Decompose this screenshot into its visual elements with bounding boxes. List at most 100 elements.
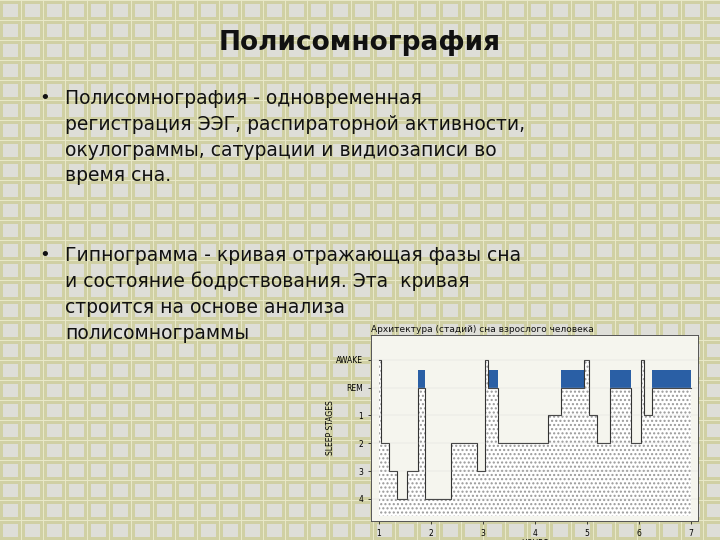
Bar: [641, 464, 656, 477]
Bar: [311, 184, 326, 197]
Bar: [47, 464, 62, 477]
Bar: [443, 344, 458, 357]
Bar: [487, 384, 502, 397]
Bar: [418, 521, 439, 540]
Bar: [113, 464, 128, 477]
Bar: [44, 301, 65, 320]
Bar: [179, 184, 194, 197]
Bar: [223, 444, 238, 457]
Bar: [418, 461, 439, 480]
Bar: [572, 341, 593, 360]
Bar: [462, 341, 483, 360]
Bar: [704, 341, 720, 360]
Bar: [267, 184, 282, 197]
Bar: [597, 304, 612, 317]
Bar: [663, 44, 678, 57]
Bar: [176, 21, 197, 40]
Bar: [352, 361, 373, 380]
Bar: [91, 524, 106, 537]
Bar: [66, 361, 87, 380]
Bar: [440, 261, 461, 280]
Bar: [685, 404, 700, 417]
Bar: [707, 464, 720, 477]
Bar: [220, 521, 241, 540]
Bar: [66, 281, 87, 300]
Bar: [377, 44, 392, 57]
Bar: [44, 261, 65, 280]
Bar: [242, 21, 263, 40]
Bar: [594, 21, 615, 40]
Bar: [374, 381, 395, 400]
Bar: [88, 341, 109, 360]
Bar: [594, 501, 615, 520]
Bar: [638, 281, 659, 300]
Bar: [685, 244, 700, 257]
Bar: [616, 521, 637, 540]
Bar: [69, 424, 84, 437]
Bar: [264, 201, 285, 220]
Bar: [377, 464, 392, 477]
Bar: [88, 261, 109, 280]
Bar: [289, 404, 304, 417]
Bar: [528, 41, 549, 60]
Bar: [91, 384, 106, 397]
Bar: [638, 181, 659, 200]
Bar: [374, 361, 395, 380]
Bar: [377, 384, 392, 397]
Bar: [594, 521, 615, 540]
Bar: [528, 281, 549, 300]
Bar: [132, 261, 153, 280]
Bar: [575, 244, 590, 257]
Bar: [575, 224, 590, 237]
Bar: [179, 284, 194, 297]
Bar: [132, 121, 153, 140]
Bar: [91, 144, 106, 157]
Bar: [47, 4, 62, 17]
Bar: [553, 364, 568, 377]
Bar: [374, 341, 395, 360]
Bar: [286, 381, 307, 400]
Bar: [462, 21, 483, 40]
Bar: [47, 524, 62, 537]
Bar: [506, 41, 527, 60]
Bar: [22, 281, 43, 300]
Bar: [113, 524, 128, 537]
Bar: [179, 464, 194, 477]
Bar: [242, 141, 263, 160]
Bar: [0, 1, 21, 20]
Bar: [311, 164, 326, 177]
Bar: [201, 364, 216, 377]
Bar: [638, 141, 659, 160]
Bar: [660, 201, 681, 220]
Bar: [0, 41, 21, 60]
Bar: [22, 81, 43, 100]
Bar: [132, 481, 153, 500]
Bar: [132, 361, 153, 380]
Bar: [308, 81, 329, 100]
Bar: [267, 144, 282, 157]
Bar: [264, 421, 285, 440]
Bar: [572, 41, 593, 60]
Bar: [88, 41, 109, 60]
Bar: [333, 184, 348, 197]
Bar: [704, 21, 720, 40]
Bar: [245, 504, 260, 517]
Bar: [616, 481, 637, 500]
Bar: [575, 144, 590, 157]
Bar: [201, 304, 216, 317]
Bar: [22, 421, 43, 440]
Bar: [418, 441, 439, 460]
Bar: [311, 24, 326, 37]
Bar: [509, 484, 524, 497]
Bar: [484, 181, 505, 200]
Bar: [487, 44, 502, 57]
Bar: [22, 181, 43, 200]
Bar: [47, 384, 62, 397]
Bar: [113, 184, 128, 197]
Bar: [132, 141, 153, 160]
Text: Полисомнография: Полисомнография: [219, 30, 501, 56]
Bar: [374, 401, 395, 420]
Bar: [399, 204, 414, 217]
Bar: [531, 244, 546, 257]
Bar: [44, 161, 65, 180]
